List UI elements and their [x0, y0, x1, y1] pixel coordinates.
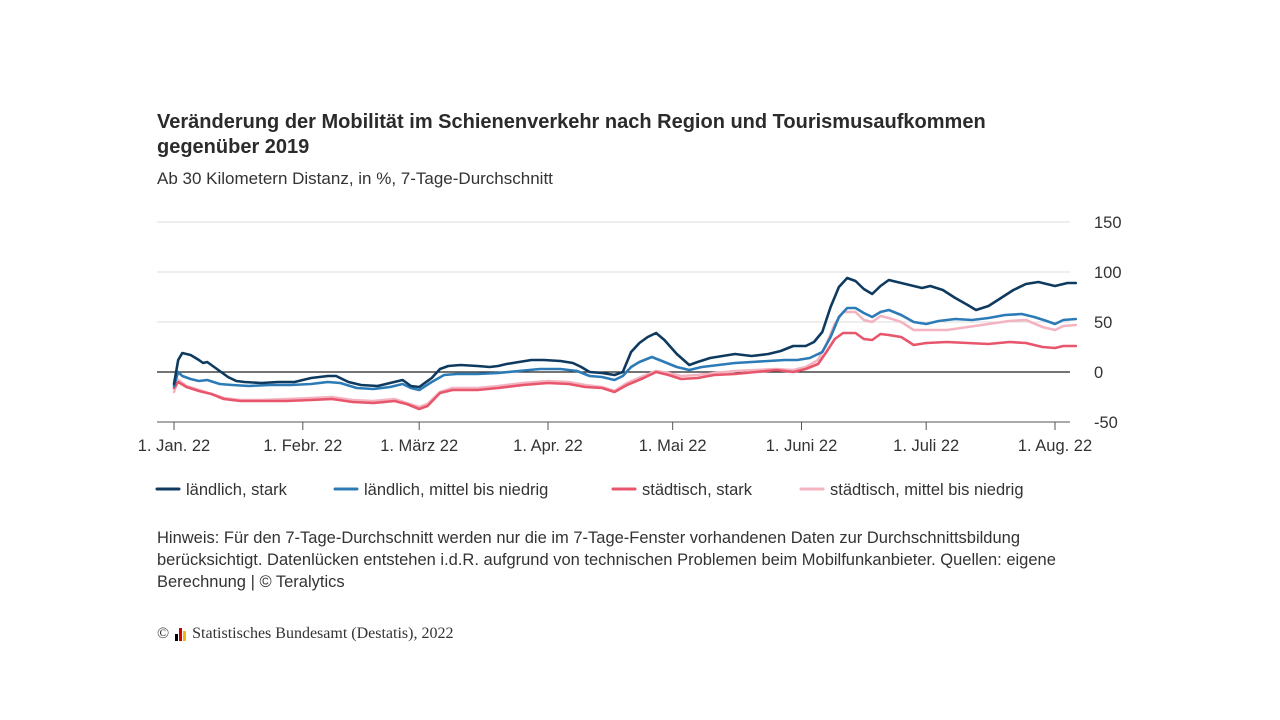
series-line-3: [172, 331, 1078, 411]
source-footer: © Statistisches Bundesamt (Destatis), 20…: [157, 625, 453, 643]
logo-bar-gold: [183, 630, 187, 641]
legend-label: städtisch, mittel bis niedrig: [830, 481, 1024, 499]
x-tick-label: 1. Juli 22: [893, 437, 959, 455]
destatis-logo-icon: [175, 627, 187, 641]
series-line-4: [172, 310, 1078, 409]
x-tick-label: 1. Juni 22: [766, 437, 838, 455]
legend-label: städtisch, stark: [642, 481, 753, 499]
series-layer: [172, 276, 1078, 411]
series-line-2: [172, 306, 1078, 392]
footnote: Hinweis: Für den 7-Tage-Durchschnitt wer…: [157, 529, 1056, 591]
footer-text: Statistisches Bundesamt (Destatis), 2022: [192, 625, 454, 642]
x-tick-label: 1. Aug. 22: [1018, 437, 1092, 455]
x-tick-label: 1. Mai 22: [639, 437, 707, 455]
y-tick-label: 100: [1094, 264, 1122, 282]
x-tick-label: 1. Febr. 22: [263, 437, 342, 455]
y-tick-label: -50: [1094, 414, 1118, 432]
logo-bar-red: [179, 627, 183, 641]
line-chart: 150 100 50 0 -50 1. Jan. 22 1. Febr. 22 1. März…: [138, 214, 1122, 499]
logo-bar-black: [175, 633, 179, 641]
x-tick-label: 1. Apr. 22: [513, 437, 583, 455]
legend-label: ländlich, mittel bis niedrig: [364, 481, 548, 499]
chart-title: Veränderung der Mobilität im Schienenver…: [157, 111, 986, 158]
legend-label: ländlich, stark: [186, 481, 288, 499]
y-tick-label: 50: [1094, 314, 1112, 332]
legend: ländlich, stark ländlich, mittel bis nied…: [155, 481, 1024, 499]
x-tick-label: 1. März 22: [380, 437, 458, 455]
chart-subtitle: Ab 30 Kilometern Distanz, in %, 7-Tage-D…: [157, 169, 553, 188]
x-tick-label: 1. Jan. 22: [138, 437, 210, 455]
copyright-symbol: ©: [157, 625, 170, 642]
series-line-1: [172, 276, 1078, 389]
axis-layer: 150 100 50 0 -50 1. Jan. 22 1. Febr. 22 1. März…: [138, 214, 1122, 455]
y-tick-label: 150: [1094, 214, 1122, 232]
y-tick-label: 0: [1094, 364, 1103, 382]
